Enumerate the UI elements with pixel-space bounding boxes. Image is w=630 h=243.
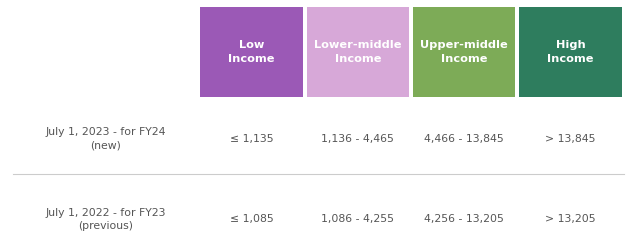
- Text: July 1, 2022 - for FY23
(previous): July 1, 2022 - for FY23 (previous): [45, 208, 166, 231]
- FancyBboxPatch shape: [519, 7, 622, 97]
- Text: Low
Income: Low Income: [228, 40, 275, 64]
- Text: > 13,845: > 13,845: [546, 134, 596, 144]
- FancyBboxPatch shape: [307, 7, 410, 97]
- FancyBboxPatch shape: [200, 7, 303, 97]
- Text: High
Income: High Income: [547, 40, 594, 64]
- Text: 4,256 - 13,205: 4,256 - 13,205: [424, 214, 504, 224]
- Text: 1,086 - 4,255: 1,086 - 4,255: [321, 214, 394, 224]
- Text: ≤ 1,135: ≤ 1,135: [230, 134, 273, 144]
- Text: > 13,205: > 13,205: [545, 214, 596, 224]
- Text: July 1, 2023 - for FY24
(new): July 1, 2023 - for FY24 (new): [45, 127, 166, 151]
- Text: Upper-middle
Income: Upper-middle Income: [420, 40, 508, 64]
- FancyBboxPatch shape: [413, 7, 515, 97]
- Text: ≤ 1,085: ≤ 1,085: [230, 214, 273, 224]
- Text: 1,136 - 4,465: 1,136 - 4,465: [321, 134, 394, 144]
- Text: Lower-middle
Income: Lower-middle Income: [314, 40, 402, 64]
- Text: 4,466 - 13,845: 4,466 - 13,845: [425, 134, 504, 144]
